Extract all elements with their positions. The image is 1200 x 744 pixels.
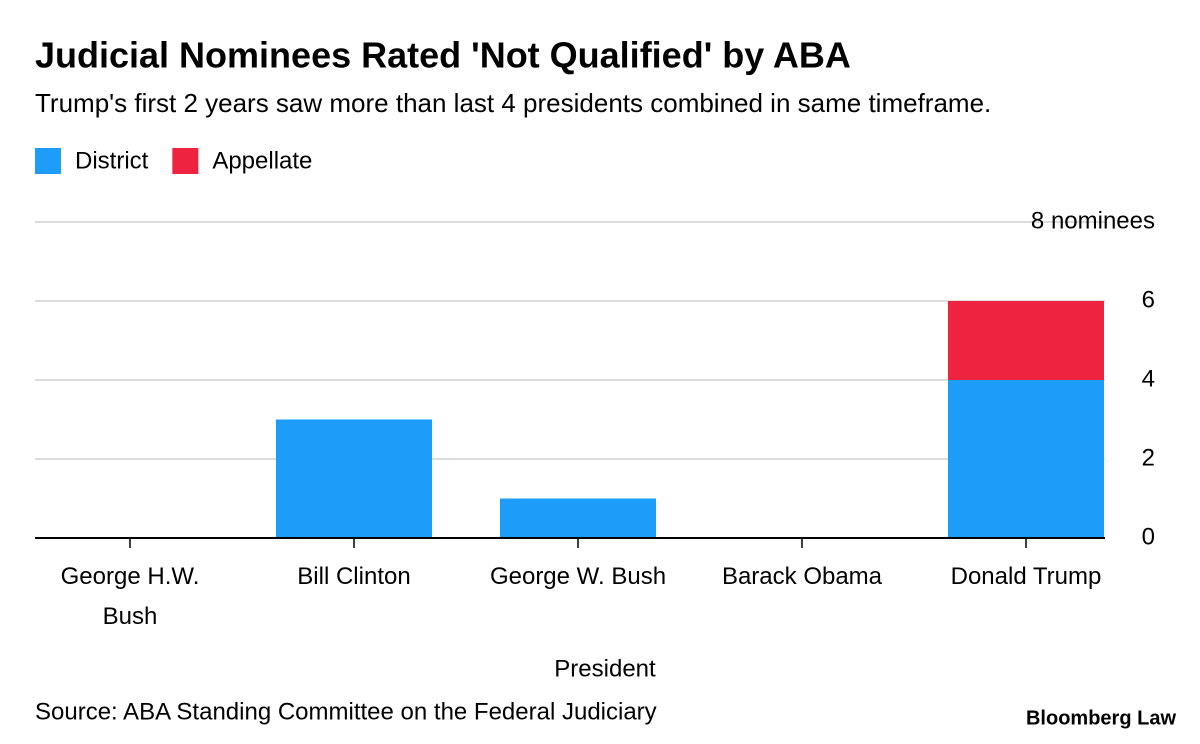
legend-swatch bbox=[172, 148, 199, 174]
x-tick-label: Donald Trump bbox=[950, 563, 1102, 590]
chart-title: Judicial Nominees Rated 'Not Qualified' … bbox=[35, 35, 851, 76]
bar bbox=[948, 380, 1104, 538]
y-tick-label: 4 bbox=[1142, 365, 1155, 392]
legend-label: District bbox=[75, 147, 149, 174]
y-tick-label: 0 bbox=[1142, 523, 1155, 550]
legend-swatch bbox=[35, 148, 61, 174]
legend-label: Appellate bbox=[212, 147, 312, 174]
y-tick-label: 6 bbox=[1142, 286, 1155, 313]
brand: Bloomberg Law bbox=[1026, 707, 1176, 729]
x-tick-label: Bill Clinton bbox=[297, 563, 411, 590]
bar bbox=[948, 301, 1104, 380]
y-tick-label: 8 nominees bbox=[1031, 207, 1155, 234]
x-tick-label: Barack Obama bbox=[721, 563, 883, 590]
y-tick-label: 2 bbox=[1142, 444, 1155, 471]
source: Source: ABA Standing Committee on the Fe… bbox=[35, 698, 657, 725]
x-axis-label: President bbox=[554, 655, 656, 682]
x-tick-label: George W. Bush bbox=[489, 563, 667, 590]
bar bbox=[500, 498, 656, 538]
bar bbox=[276, 419, 432, 538]
x-tick-label: George H.W. Bush bbox=[60, 563, 200, 630]
chart-subtitle: Trump's first 2 years saw more than last… bbox=[35, 88, 991, 118]
